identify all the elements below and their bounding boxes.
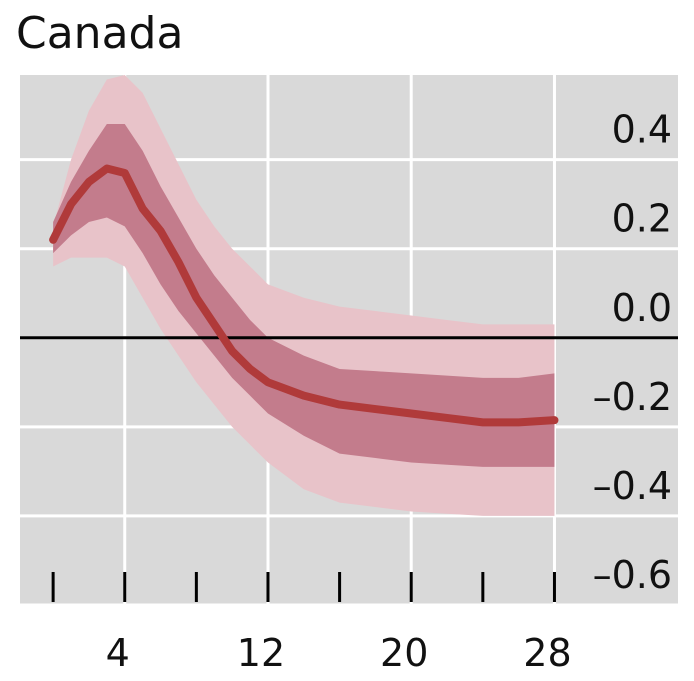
chart-title: Canada <box>16 8 183 59</box>
y-tick-label: –0.6 <box>593 553 672 597</box>
y-tick-label: –0.2 <box>593 375 672 419</box>
confidence-band <box>53 123 555 467</box>
line <box>49 164 559 427</box>
x-tick-label: 20 <box>380 631 428 675</box>
y-tick-label: 0.2 <box>612 197 672 241</box>
x-tick-label: 12 <box>237 631 285 675</box>
y-tick-label: 0.0 <box>612 286 672 330</box>
x-tick-label: 28 <box>523 631 571 675</box>
y-tick-label: 0.4 <box>612 108 672 152</box>
y-tick-label: –0.4 <box>593 464 672 508</box>
x-tick-label: 4 <box>106 631 130 675</box>
